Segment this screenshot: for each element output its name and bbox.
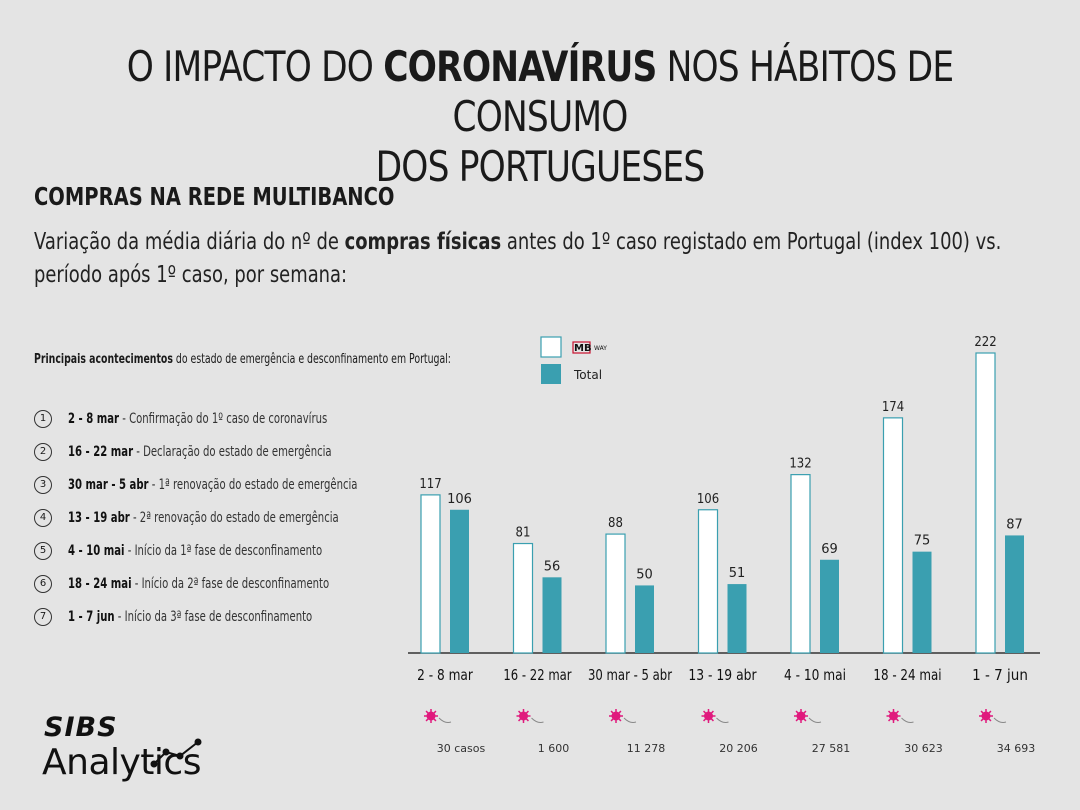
events-heading: Principais acontecimentos do estado de e… xyxy=(34,352,451,367)
cases-label: 30 casos xyxy=(437,742,486,755)
data-label-mbway: 174 xyxy=(882,400,904,415)
bar-mbway xyxy=(882,417,904,654)
cases-label: 27 581 xyxy=(812,742,851,755)
data-label-mbway: 222 xyxy=(974,335,996,350)
virus-icon-tail xyxy=(623,717,637,723)
x-tick-label: 13 - 19 abr xyxy=(688,666,757,684)
x-tick-label: 30 mar - 5 abr xyxy=(588,666,673,684)
data-label-total: 56 xyxy=(544,559,561,574)
x-tick-label: 18 - 24 mai xyxy=(873,666,941,684)
cases-label: 34 693 xyxy=(997,742,1036,755)
bar-total xyxy=(542,577,562,653)
cases-label: 30 623 xyxy=(904,742,943,755)
virus-icon-tail xyxy=(901,717,914,723)
legend-swatch-total xyxy=(541,364,561,384)
legend-label-mbway: MB xyxy=(574,343,592,354)
virus-icon xyxy=(611,711,621,721)
virus-icon-tail xyxy=(993,717,1007,723)
chart-description: Variação da média diária do nº de compra… xyxy=(34,229,1002,288)
x-tick-label: 1 - 7 jun xyxy=(972,666,1028,684)
cases-label: 1 600 xyxy=(538,742,570,755)
x-tick-label: 2 - 8 mar xyxy=(417,666,473,684)
virus-icon-tail xyxy=(716,717,729,723)
event-number-circle: 2 xyxy=(34,443,52,461)
data-label-mbway: 117 xyxy=(419,477,441,492)
cases-label: 20 206 xyxy=(719,742,758,755)
sibs-logo: SIBS xyxy=(44,712,118,743)
event-number-circle: 5 xyxy=(34,542,52,560)
virus-icon xyxy=(519,711,528,721)
virus-icon-tail xyxy=(808,717,822,723)
virus-icon xyxy=(981,711,991,721)
bar-mbway xyxy=(420,494,441,654)
bar-total xyxy=(450,509,469,653)
bar-total xyxy=(1005,535,1024,653)
data-label-total: 106 xyxy=(447,492,472,507)
x-tick-label: 4 - 10 mai xyxy=(784,666,846,684)
page-title: O IMPACTO DO CORONAVÍRUS NOS HÁBITOS DE … xyxy=(126,42,954,191)
event-number-circle: 6 xyxy=(34,575,52,593)
virus-icon xyxy=(889,711,898,721)
analytics-trend-icon xyxy=(150,738,202,768)
legend-swatch-mbway xyxy=(540,336,562,358)
cases-label: 11 278 xyxy=(627,742,666,755)
bar-total xyxy=(635,585,654,653)
data-label-mbway: 81 xyxy=(516,526,531,541)
bar-total xyxy=(727,584,747,653)
data-label-mbway: 88 xyxy=(608,516,623,531)
virus-icon xyxy=(704,711,713,721)
event-number-circle: 7 xyxy=(34,608,52,626)
data-label-total: 87 xyxy=(1006,517,1023,532)
event-number-circle: 1 xyxy=(34,410,52,428)
legend-label-mbway-sub: WAY xyxy=(594,345,607,352)
data-label-total: 50 xyxy=(636,567,653,582)
bar-total xyxy=(912,551,932,653)
x-tick-label: 16 - 22 mar xyxy=(503,666,572,684)
data-label-mbway: 132 xyxy=(789,457,811,472)
bar-mbway xyxy=(512,542,534,654)
data-label-mbway: 106 xyxy=(697,492,719,507)
virus-icon xyxy=(796,711,806,721)
mbway-logo-box xyxy=(572,341,591,354)
legend-label-total: Total xyxy=(573,368,602,382)
event-number-circle: 4 xyxy=(34,509,52,527)
data-label-total: 69 xyxy=(821,542,838,557)
section-title: COMPRAS NA REDE MULTIBANCO xyxy=(34,182,395,211)
bar-mbway xyxy=(790,474,811,654)
data-label-total: 51 xyxy=(729,566,746,581)
bar-mbway xyxy=(605,533,626,654)
analytics-logo-text: Analytics xyxy=(42,742,201,783)
event-number-circle: 3 xyxy=(34,476,52,494)
bar-mbway xyxy=(697,509,719,654)
data-label-total: 75 xyxy=(914,534,931,549)
bar-total xyxy=(820,559,839,653)
virus-icon-tail xyxy=(438,717,452,723)
virus-icon xyxy=(426,711,436,721)
bar-mbway xyxy=(975,352,996,654)
virus-icon-tail xyxy=(531,717,544,723)
